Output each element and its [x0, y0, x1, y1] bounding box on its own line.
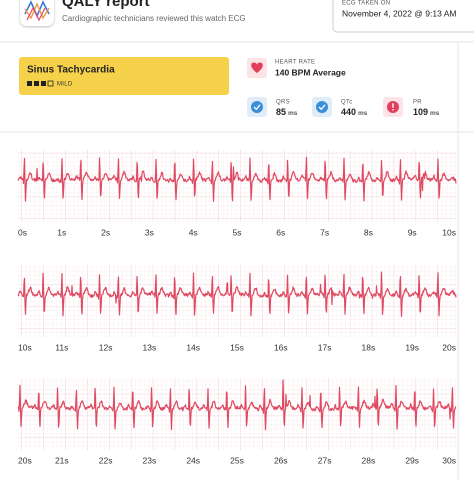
ecg-trace — [17, 156, 457, 202]
report-title: QALY report — [62, 0, 150, 10]
metric-value: 440 ms — [341, 107, 368, 117]
time-label: 8s — [364, 227, 373, 237]
time-label: 4s — [189, 227, 198, 237]
time-label: 21s — [55, 455, 69, 465]
time-label: 13s — [143, 342, 157, 352]
time-label: 17s — [318, 342, 332, 352]
metric-number: 440 — [341, 107, 356, 117]
metric-label: QRS — [276, 100, 290, 106]
qtc-icon — [312, 97, 332, 117]
metric-number: 85 — [276, 107, 286, 117]
time-label: 30s — [442, 455, 456, 465]
metric-value: 109 ms — [413, 107, 440, 117]
diagnosis-card — [19, 57, 229, 95]
metric-unit: ms — [358, 110, 368, 117]
time-label: 12s — [99, 342, 113, 352]
time-label: 20s — [442, 342, 456, 352]
severity: MILD — [57, 82, 73, 88]
metric-label: PR — [413, 100, 422, 106]
pr-icon — [383, 97, 403, 117]
time-label: 22s — [99, 455, 113, 465]
ecg-grid — [18, 265, 456, 337]
time-label: 7s — [320, 227, 329, 237]
time-label: 24s — [186, 455, 200, 465]
heart — [251, 62, 263, 73]
time-label: 29s — [405, 455, 419, 465]
severity-indicator — [27, 80, 54, 87]
time-label: 9s — [408, 227, 417, 237]
report-subtitle: Cardiographic technicians reviewed this … — [62, 14, 246, 23]
time-label: 11s — [55, 342, 68, 352]
time-label: 28s — [362, 455, 376, 465]
time-label: 26s — [274, 455, 288, 465]
diagnosis-name: Sinus Tachycardia — [27, 65, 115, 76]
ecg-trace — [17, 271, 457, 317]
ecg-grid — [18, 150, 456, 222]
time-label: 1s — [57, 227, 66, 237]
time-label: 20s — [18, 455, 32, 465]
metric-number: 109 — [413, 107, 428, 117]
time-label: 6s — [276, 227, 285, 237]
time-label: 15s — [230, 342, 244, 352]
date-label: ECG TAKEN ON — [342, 1, 390, 7]
time-label: 14s — [186, 342, 200, 352]
logo — [20, 0, 54, 26]
ecg-grid — [18, 378, 456, 450]
time-label: 10s — [18, 342, 32, 352]
metric-unit: ms — [288, 110, 298, 117]
date: November 4, 2022 @ 9:13 AM — [342, 8, 456, 18]
time-label: 23s — [143, 455, 157, 465]
date-box — [332, 0, 474, 33]
time-label: 25s — [230, 455, 244, 465]
heart-rate-value: 140 BPM Average — [275, 67, 346, 77]
time-label: 5s — [233, 227, 242, 237]
metric-value: 85 ms — [276, 107, 298, 117]
time-label: 0s — [18, 227, 27, 237]
time-label: 16s — [274, 342, 288, 352]
time-label: 2s — [101, 227, 110, 237]
time-label: 18s — [362, 342, 376, 352]
qrs-icon — [247, 97, 267, 117]
heart-rate-label: HEART RATE — [275, 60, 315, 66]
metric-label: QTc — [341, 100, 353, 106]
metric-unit: ms — [430, 110, 440, 117]
time-label: 19s — [405, 342, 419, 352]
ecg-trace — [17, 379, 457, 431]
time-label: 27s — [318, 455, 332, 465]
time-label: 10s — [442, 227, 456, 237]
time-label: 3s — [145, 227, 154, 237]
